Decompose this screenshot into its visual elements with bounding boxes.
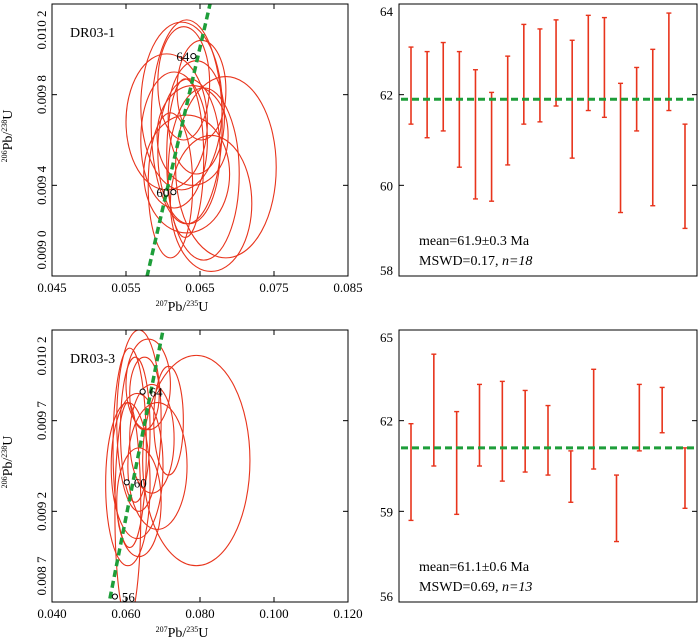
mswd-text: MSWD=0.17, n=18 [419,254,532,269]
y-tick-label: 64 [380,4,394,19]
error-ellipse-15 [143,114,231,234]
y-tick-label: 0.009 2 [34,492,49,531]
x-tick-label: 0.065 [185,280,214,295]
panel-title: DR03-1 [70,26,115,41]
plot-frame [398,3,698,277]
x-tick-label: 0.080 [185,606,214,621]
y-tick-label: 58 [380,263,393,278]
y-tick-label: 0.010 2 [34,11,49,50]
error-ellipse-3 [157,26,211,141]
age-label-64: 64 [150,385,164,400]
error-ellipse-10 [175,75,277,259]
panel-bottom-left: 64 60 56 0.040 0.060 0.080 0.100 0.120 0.008 7 0.… [0,329,363,641]
age-marker-60 [123,479,130,486]
panel-bottom-right: 56 59 62 65 mean=61.1±0.6 Ma MSWD=0.69, n=13 [380,329,698,604]
y-tick-label: 0.009 0 [34,231,49,270]
concordia-curve [145,4,212,276]
concordia-curve [107,330,165,602]
plot-frame [398,329,698,603]
y-axis-label: 206Pb/238U [0,436,16,489]
x-axis-label: 207Pb/235U [156,299,209,315]
error-ellipse-4 [129,383,175,494]
age-label-56: 56 [122,590,135,605]
plot-area [125,4,277,276]
age-marker-64 [190,53,197,60]
x-axis-label: 207Pb/235U [156,625,209,641]
error-ellipse-9 [142,354,251,567]
y-tick-label: 59 [380,504,393,519]
x-tick-label: 0.055 [111,280,140,295]
y-tick-label: 0.009 7 [34,401,49,441]
age-label-60: 60 [156,185,169,200]
x-tick-label: 0.100 [259,606,288,621]
error-ellipse-14 [156,85,229,186]
y-axis-label: 206Pb/238U [0,110,16,163]
age-marker-56 [111,593,119,600]
y-tick-label: 56 [380,589,394,604]
panel-top-left: 64 60 0.045 0.055 0.065 0.075 0.085 0.009 0 0.00… [0,3,363,315]
error-ellipse-12 [116,447,162,558]
y-tick-label: 0.009 8 [34,75,49,114]
age-label-64: 64 [176,49,190,64]
mean-age-text: mean=61.1±0.6 Ma [419,560,530,575]
panel-top-right: 58 60 62 64 mean=61.9±0.3 Ma MSWD=0.17, n=18 [380,3,698,278]
y-tick-label: 62 [380,414,393,429]
plot-area [105,330,251,602]
error-ellipse-13 [112,347,147,549]
y-tick-label: 0.009 4 [34,165,49,205]
age-marker-60 [170,189,177,196]
y-tick-label: 65 [380,330,393,345]
age-marker-64 [139,388,146,395]
x-tick-label: 0.120 [333,606,362,621]
error-ellipse-11 [127,401,188,531]
y-tick-label: 0.010 2 [34,337,49,376]
x-tick-label: 0.040 [37,606,66,621]
x-tick-label: 0.075 [259,280,288,295]
x-tick-label: 0.060 [111,606,140,621]
plot-frame [51,329,349,603]
y-tick-label: 0.008 7 [34,556,49,596]
y-tick-label: 62 [380,88,393,103]
x-tick-label: 0.085 [333,280,362,295]
y-tick-label: 60 [380,178,393,193]
mean-age-text: mean=61.9±0.3 Ma [419,234,530,249]
error-ellipse-4 [140,71,208,209]
error-ellipse-8 [153,365,184,476]
panel-title: DR03-3 [70,352,115,367]
error-ellipse-10 [125,338,171,431]
x-tick-label: 0.045 [37,280,66,295]
age-label-60: 60 [134,475,147,490]
error-ellipse-11 [166,78,205,239]
mswd-text: MSWD=0.69, n=13 [419,580,532,595]
